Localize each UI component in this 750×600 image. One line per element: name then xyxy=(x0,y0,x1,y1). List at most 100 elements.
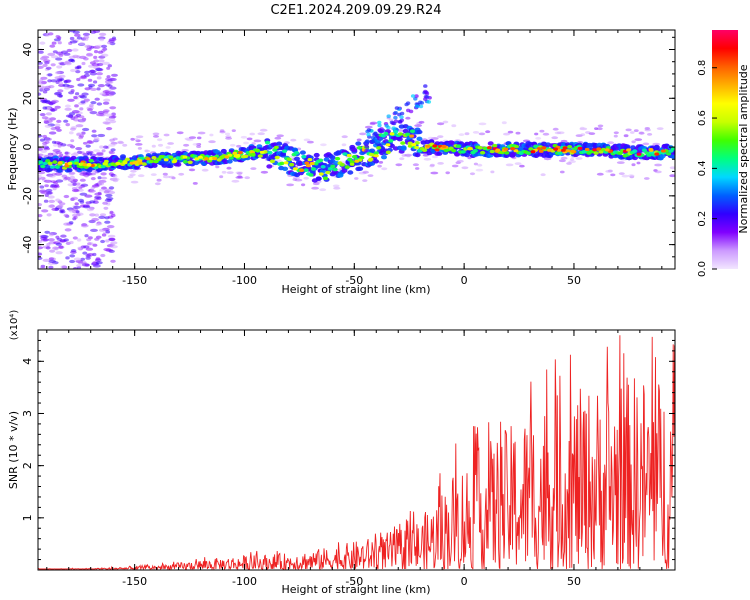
spectrogram-cell xyxy=(250,167,257,171)
spectrogram-cell xyxy=(556,148,562,152)
spectrogram-cell xyxy=(162,172,168,176)
spectrogram-cell xyxy=(40,56,48,61)
spectrogram-cell xyxy=(391,126,396,130)
spectrogram-cell xyxy=(504,151,510,155)
spectrogram-cell xyxy=(75,182,81,186)
spectrogram-cell xyxy=(154,182,161,186)
spectrogram-cell xyxy=(40,264,46,268)
spectrogram-cell xyxy=(151,144,156,148)
spectrogram-cell xyxy=(38,246,44,250)
spectrogram-cell xyxy=(106,80,114,84)
spectrogram-cell xyxy=(69,36,75,41)
spectrogram-cell xyxy=(79,76,88,80)
spectrogram-cell xyxy=(130,137,135,141)
spectrogram-cell xyxy=(90,177,96,181)
spectrogram-cell xyxy=(88,172,97,176)
spectrogram-cell xyxy=(80,224,89,228)
spectrogram-cell xyxy=(176,131,184,135)
spectrogram-cell xyxy=(57,161,63,165)
spectrogram-cell xyxy=(636,161,641,165)
spectrogram-cell xyxy=(75,70,81,74)
spectrogram-cell xyxy=(88,158,94,163)
spectrogram-cell xyxy=(408,109,414,114)
spectrogram-cell xyxy=(106,127,113,131)
spectrogram-cell xyxy=(487,141,494,146)
spectrogram-cell xyxy=(330,164,336,169)
spectrogram-cell xyxy=(366,128,372,132)
spectrogram-cell xyxy=(381,155,387,160)
spectrogram-cell xyxy=(86,152,93,156)
spectrogram-cell xyxy=(52,187,57,191)
spectrogram-cell xyxy=(460,150,466,154)
spectrogram-cell xyxy=(224,155,230,159)
spectrogram-cell xyxy=(281,149,288,153)
spectrogram-cell xyxy=(39,41,46,45)
spectrogram-cell xyxy=(49,249,56,253)
spectrogram-cell xyxy=(77,198,85,202)
spectrogram-cell xyxy=(63,176,71,180)
spectrogram-cell xyxy=(77,246,82,250)
spectrogram-cell xyxy=(575,157,583,160)
spectrogram-cell xyxy=(135,143,143,146)
y-tick-label: 0 xyxy=(21,144,34,151)
spectrogram-cell xyxy=(332,184,340,188)
spectrogram-cell xyxy=(92,243,98,247)
colorbar-label: Normalized spectral amplitude xyxy=(737,64,750,233)
spectrogram-cell xyxy=(397,132,403,136)
spectrogram-cell xyxy=(204,157,209,161)
spectrogram-cell xyxy=(97,84,105,88)
spectrogram-cell xyxy=(96,72,103,76)
spectrogram-cell xyxy=(636,152,642,156)
spectrogram-cell xyxy=(259,128,268,132)
spectrogram-cell xyxy=(364,144,369,149)
spectrogram-cell xyxy=(150,173,157,177)
spectrogram-cell xyxy=(68,131,74,135)
spectrogram-cell xyxy=(117,141,125,145)
spectrogram-cell xyxy=(461,166,469,170)
spectrogram-cell xyxy=(232,151,238,155)
spectrogram-cell xyxy=(58,81,63,85)
spectrogram-cell xyxy=(480,150,486,155)
spectrogram-cell xyxy=(404,102,409,107)
spectrogram-cell xyxy=(73,151,78,155)
spectrogram-cell xyxy=(63,119,69,123)
spectrogram-cell xyxy=(92,261,97,265)
spectrogram-cell xyxy=(313,152,320,158)
spectrogram-cell xyxy=(54,91,62,96)
spectrogram-cell xyxy=(413,97,418,101)
spectrogram-cell xyxy=(55,242,62,246)
spectrogram-cell xyxy=(617,151,623,155)
spectrogram-cell xyxy=(110,241,118,245)
spectrogram-cell xyxy=(536,147,542,151)
x-tick-label: -50 xyxy=(345,575,363,588)
spectrogram-cell xyxy=(87,78,93,82)
spectrogram-cell xyxy=(54,165,60,169)
spectrogram-cell xyxy=(613,131,619,135)
spectrogram-cell xyxy=(368,157,374,161)
spectrogram-cell xyxy=(99,188,105,192)
spectrogram-cell xyxy=(307,158,313,162)
spectrogram-cell xyxy=(432,144,438,148)
spectrogram-cell xyxy=(79,178,86,182)
spectrogram-cell xyxy=(57,41,62,45)
spectrogram-cell xyxy=(91,184,100,188)
spectrogram-cell xyxy=(292,178,298,181)
spectrogram-cell xyxy=(396,137,403,142)
spectrogram-cell xyxy=(42,106,48,110)
spectrogram-cell xyxy=(87,242,92,246)
spectrogram-cell xyxy=(44,140,50,144)
spectrogram-cell xyxy=(374,154,379,158)
spectrogram-cell xyxy=(54,183,59,187)
spectrogram-cell xyxy=(109,106,117,110)
spectrogram-cell xyxy=(383,131,389,136)
spectrogram-cell xyxy=(592,148,597,152)
spectrogram-cell xyxy=(260,170,269,174)
spectrogram-cell xyxy=(93,149,101,153)
spectrogram-cell xyxy=(92,80,98,84)
spectrogram-cell xyxy=(357,166,364,171)
spectrogram-cell xyxy=(301,154,307,159)
bottom-y-axis-label: SNR (10 * v/v) xyxy=(7,411,20,489)
spectrogram-cell xyxy=(72,54,79,59)
spectrogram-cell xyxy=(138,161,143,165)
spectrogram-cell xyxy=(48,199,56,203)
